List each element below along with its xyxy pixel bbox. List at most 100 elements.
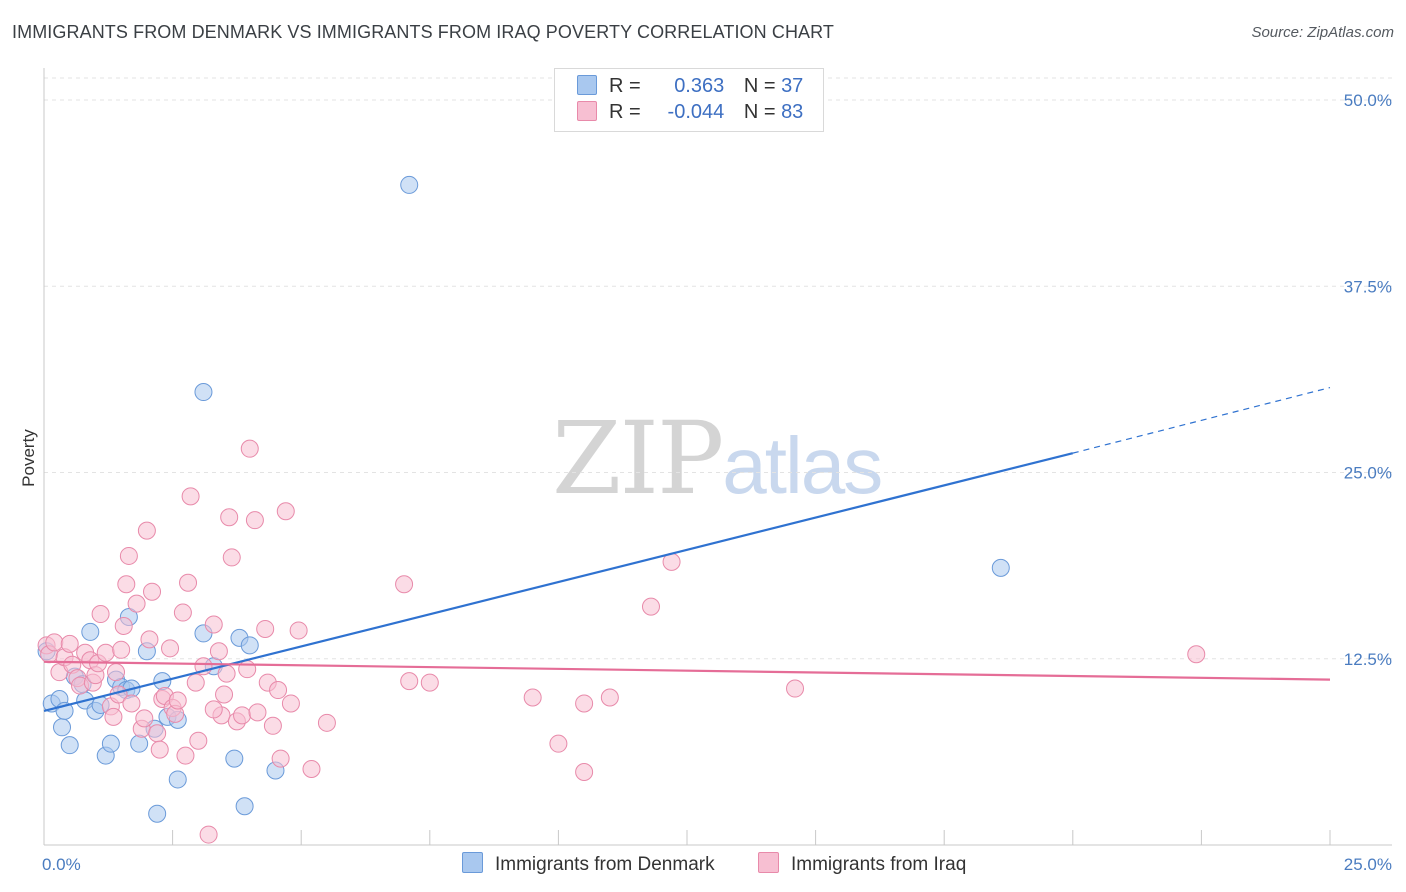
iraq-point bbox=[400, 672, 419, 691]
iraq-point bbox=[238, 660, 257, 679]
denmark-point bbox=[991, 558, 1010, 577]
denmark-point bbox=[101, 734, 120, 753]
iraq-point bbox=[161, 639, 180, 658]
watermark-atlas: atlas bbox=[722, 421, 883, 510]
watermark: ZIPatlas bbox=[552, 400, 883, 517]
iraq-point bbox=[173, 603, 192, 622]
y-tick-label: 12.5% bbox=[1344, 650, 1392, 669]
correlation-legend: R = 0.363 N = 37 R = -0.044 N = 83 bbox=[554, 68, 824, 132]
legend-row-iraq: R = -0.044 N = 83 bbox=[577, 101, 803, 127]
iraq-point bbox=[395, 575, 414, 594]
y-tick-label: 25.0% bbox=[1344, 464, 1392, 483]
bottom-legend-iraq: Immigrants from Iraq bbox=[758, 852, 966, 876]
iraq-point bbox=[209, 642, 228, 661]
bottom-legend-label-iraq: Immigrants from Iraq bbox=[791, 854, 967, 875]
iraq-point bbox=[575, 762, 594, 781]
bottom-legend-swatch-iraq bbox=[758, 852, 779, 873]
iraq-point bbox=[271, 749, 290, 768]
legend-n-label: N = bbox=[743, 75, 776, 97]
y-axis-title: Poverty bbox=[19, 429, 38, 487]
iraq-point bbox=[45, 633, 64, 652]
denmark-point bbox=[60, 736, 79, 755]
legend-n-label: N = bbox=[743, 101, 776, 123]
iraq-point bbox=[289, 621, 308, 640]
iraq-point bbox=[91, 605, 110, 624]
y-tick-label: 37.5% bbox=[1344, 277, 1392, 296]
denmark-point bbox=[81, 622, 100, 641]
iraq-point bbox=[60, 634, 79, 653]
iraq-point bbox=[302, 760, 321, 779]
iraq-point bbox=[1187, 645, 1206, 664]
denmark-point bbox=[235, 797, 254, 816]
iraq-point bbox=[114, 616, 133, 635]
iraq-point bbox=[181, 487, 200, 506]
iraq-point bbox=[420, 673, 439, 692]
legend-r-label: R = bbox=[609, 101, 641, 123]
iraq-point bbox=[641, 597, 660, 616]
iraq-point bbox=[575, 694, 594, 713]
iraq-trend-line bbox=[43, 660, 1331, 681]
denmark-point bbox=[225, 749, 244, 768]
iraq-point bbox=[204, 615, 223, 634]
iraq-point bbox=[204, 700, 223, 719]
iraq-point bbox=[786, 679, 805, 698]
denmark-trend-line bbox=[43, 452, 1074, 712]
iraq-point bbox=[276, 502, 295, 521]
denmark-point bbox=[53, 718, 72, 737]
iraq-point bbox=[140, 630, 159, 649]
iraq-point bbox=[240, 439, 259, 458]
iraq-point bbox=[176, 746, 195, 765]
iraq-point bbox=[317, 713, 336, 732]
source-label: Source: ZipAtlas.com bbox=[1251, 24, 1394, 41]
iraq-point bbox=[248, 703, 267, 722]
legend-r-value: 0.363 bbox=[674, 75, 725, 97]
denmark-point bbox=[130, 734, 149, 753]
iraq-point bbox=[143, 582, 162, 601]
iraq-point bbox=[256, 619, 275, 638]
iraq-point bbox=[117, 575, 136, 594]
bottom-legend-denmark: Immigrants from Denmark bbox=[462, 852, 715, 876]
iraq-point bbox=[199, 825, 218, 844]
iraq-point bbox=[281, 694, 300, 713]
denmark-point bbox=[194, 383, 213, 402]
iraq-point bbox=[137, 521, 156, 540]
bottom-legend-label-denmark: Immigrants from Denmark bbox=[495, 854, 715, 875]
legend-swatch-iraq bbox=[577, 101, 597, 121]
iraq-point bbox=[189, 731, 208, 750]
x-tick-label: 25.0% bbox=[1344, 855, 1392, 874]
iraq-point bbox=[148, 724, 167, 743]
legend-swatch-denmark bbox=[577, 75, 597, 95]
chart-title: IMMIGRANTS FROM DENMARK VS IMMIGRANTS FR… bbox=[12, 22, 835, 42]
watermark-zip: ZIP bbox=[552, 400, 724, 517]
legend-n-value: 37 bbox=[781, 75, 804, 97]
iraq-point bbox=[263, 716, 282, 735]
y-tick-label: 50.0% bbox=[1344, 91, 1392, 110]
iraq-point bbox=[549, 734, 568, 753]
denmark-point bbox=[240, 636, 259, 655]
iraq-point bbox=[179, 573, 198, 592]
iraq-point bbox=[222, 548, 241, 567]
iraq-point bbox=[245, 511, 264, 530]
iraq-point bbox=[186, 673, 205, 692]
iraq-point bbox=[127, 594, 146, 613]
iraq-point bbox=[150, 740, 169, 759]
legend-n-value: 83 bbox=[781, 101, 804, 123]
iraq-point bbox=[523, 688, 542, 707]
iraq-point bbox=[220, 508, 239, 527]
bottom-legend-swatch-denmark bbox=[462, 852, 483, 873]
legend-row-denmark: R = 0.363 N = 37 bbox=[577, 75, 803, 101]
iraq-point bbox=[119, 546, 138, 565]
denmark-point bbox=[148, 804, 167, 823]
iraq-point bbox=[104, 707, 123, 726]
denmark-point bbox=[400, 175, 419, 194]
denmark-trend-extension bbox=[1072, 386, 1331, 454]
iraq-point bbox=[600, 688, 619, 707]
legend-r-label: R = bbox=[609, 75, 641, 97]
iraq-point bbox=[135, 709, 154, 728]
legend-r-value: -0.044 bbox=[667, 101, 725, 123]
iraq-point bbox=[107, 663, 126, 682]
iraq-point bbox=[122, 694, 141, 713]
iraq-point bbox=[96, 643, 115, 662]
iraq-point bbox=[233, 706, 252, 725]
